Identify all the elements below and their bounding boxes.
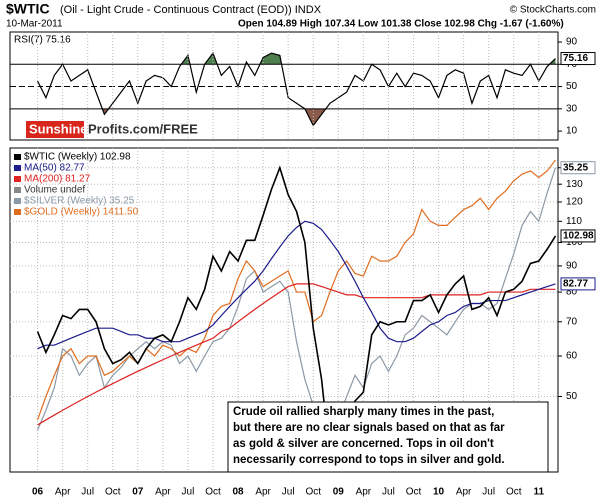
x-tick-label: Jul (182, 487, 195, 498)
watermark-word: Sunshine (29, 121, 88, 136)
x-tick-label: 09 (333, 487, 345, 498)
overbought-fill (181, 53, 556, 65)
y-tick-label: 10 (566, 126, 578, 137)
legend-label: Volume undef (24, 185, 85, 196)
annotation-line: Crude oil rallied sharply many times in … (233, 406, 494, 418)
x-tick-label: Oct (506, 487, 522, 498)
legend-label: $SILVER (Weekly) 35.25 (24, 196, 135, 207)
y-tick-label: 130 (566, 179, 583, 190)
y-tick-label: 30 (566, 103, 578, 114)
last-label: 75.16 (563, 53, 588, 64)
y-tick-label: 90 (566, 37, 578, 48)
y-tick-label: 100 (566, 237, 583, 248)
x-tick-label: Jul (282, 487, 295, 498)
x-tick-label: Oct (305, 487, 321, 498)
x-tick-label: Jul (482, 487, 495, 498)
legend-swatch (14, 187, 21, 193)
x-tick-label: Apr (255, 487, 271, 498)
x-tick-label: 08 (232, 487, 244, 498)
annotation-box (227, 401, 549, 473)
legend-swatch (14, 176, 21, 182)
description: (Oil - Light Crude - Continuous Contract… (60, 4, 322, 16)
series-line (36, 165, 557, 465)
y-tick-label: 120 (566, 197, 583, 208)
x-tick-label: 10 (433, 487, 445, 498)
legend-swatch (14, 209, 21, 215)
legend-label: MA(200) 81.27 (24, 174, 91, 185)
annotation-line: as gold & silver are concerned. Tops in … (233, 438, 494, 450)
x-tick-label: Oct (406, 487, 422, 498)
x-tick-label: Apr (55, 487, 71, 498)
y-tick-label: 80 (566, 287, 578, 298)
x-tick-label: Apr (456, 487, 472, 498)
last-box (560, 52, 596, 66)
x-tick-label: Apr (356, 487, 372, 498)
x-tick-label: 11 (533, 487, 544, 498)
watermark-bg (26, 121, 84, 138)
legend-swatch (14, 154, 21, 160)
x-tick-label: 07 (132, 487, 144, 498)
last-label: 102.98 (563, 231, 594, 242)
credit: © StockCharts.com (510, 5, 596, 16)
last-box (560, 229, 596, 243)
series-line (37, 159, 556, 421)
rsi-line (37, 51, 556, 127)
legend-label: $GOLD (Weekly) 1411.50 (24, 207, 139, 218)
rsi-title-bg (12, 34, 84, 45)
x-tick-label: 06 (32, 487, 44, 498)
x-tick-label: Jul (382, 487, 395, 498)
legend-swatch (14, 165, 21, 171)
series-line (37, 220, 556, 350)
series-line (37, 283, 556, 426)
y-tick-label: 50 (566, 81, 578, 92)
quote: Open 104.89 High 107.34 Low 101.38 Close… (238, 19, 564, 30)
date: 10-Mar-2011 (6, 19, 63, 30)
legend-label: MA(50) 82.77 (24, 163, 85, 174)
y-tick-label: 90 (566, 261, 578, 272)
last-label: 82.77 (563, 279, 588, 290)
last-box (560, 277, 596, 291)
y-tick-label: 50 (566, 391, 578, 402)
legend-label: $WTIC (Weekly) 102.98 (24, 152, 131, 163)
last-box (560, 161, 596, 175)
x-tick-label: Jul (81, 487, 94, 498)
y-tick-label: 110 (566, 216, 582, 227)
series-line (37, 167, 557, 437)
rsi-title: RSI(7) 75.16 (14, 35, 71, 46)
x-tick-label: Apr (155, 487, 171, 498)
legend-swatch (14, 198, 21, 204)
x-tick-label: Oct (205, 487, 221, 498)
watermark-word: Profits.com/FREE (88, 121, 198, 136)
annotation-line: necessarily correspond to tops in silver… (233, 454, 505, 466)
annotation-line: but there are no clear signals based on … (233, 422, 505, 434)
symbol: $WTIC (6, 1, 50, 17)
last-label: 35.25 (563, 162, 588, 173)
y-tick-label: 60 (566, 351, 578, 362)
y-tick-label: 70 (566, 316, 578, 327)
x-tick-label: Oct (105, 487, 121, 498)
